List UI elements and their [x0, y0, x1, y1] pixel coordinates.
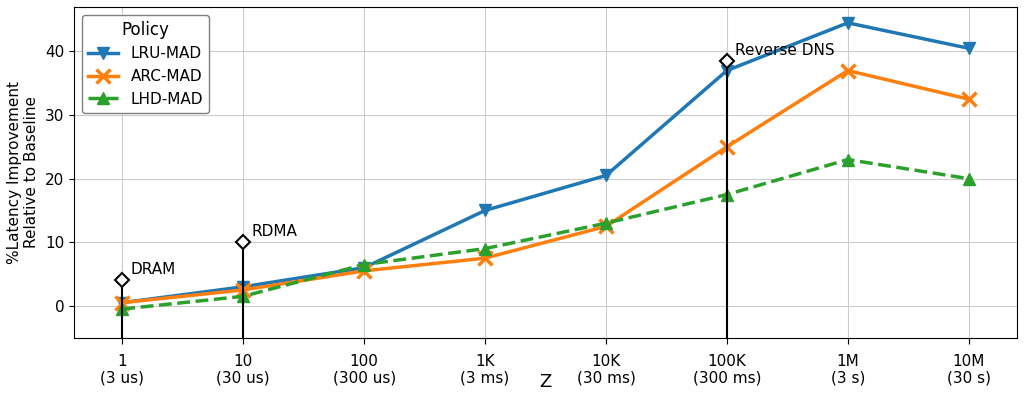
LHD-MAD [238, 294, 250, 298]
LRU-MAD [842, 20, 854, 25]
Text: (30 s): (30 s) [947, 371, 990, 386]
Text: (30 us): (30 us) [216, 371, 270, 386]
Text: 10K: 10K [591, 353, 621, 369]
Text: 10M: 10M [952, 353, 985, 369]
LHD-MAD [721, 192, 733, 197]
LRU-MAD [600, 173, 612, 178]
Line: LHD-MAD: LHD-MAD [116, 153, 975, 315]
ARC-MAD [842, 68, 854, 73]
LHD-MAD [600, 221, 612, 226]
Line: ARC-MAD: ARC-MAD [116, 64, 976, 310]
LHD-MAD [116, 306, 128, 311]
ARC-MAD [963, 97, 975, 101]
Text: 10: 10 [233, 353, 253, 369]
ARC-MAD [116, 300, 128, 305]
Text: Reverse DNS: Reverse DNS [735, 43, 835, 58]
ARC-MAD [238, 287, 250, 292]
Text: (3 us): (3 us) [100, 371, 144, 386]
LRU-MAD [358, 265, 371, 270]
Text: 1: 1 [118, 353, 127, 369]
LHD-MAD [479, 246, 492, 251]
Text: (300 ms): (300 ms) [692, 371, 761, 386]
Text: (3 ms): (3 ms) [461, 371, 510, 386]
LHD-MAD [963, 176, 975, 181]
LRU-MAD [721, 68, 733, 73]
Text: RDMA: RDMA [252, 224, 298, 239]
LHD-MAD [842, 157, 854, 162]
ARC-MAD [358, 269, 371, 273]
Text: 100K: 100K [708, 353, 746, 369]
LHD-MAD [358, 262, 371, 267]
LRU-MAD [116, 300, 128, 305]
Legend: LRU-MAD, ARC-MAD, LHD-MAD: LRU-MAD, ARC-MAD, LHD-MAD [82, 15, 209, 113]
Text: 100: 100 [350, 353, 379, 369]
LRU-MAD [238, 285, 250, 289]
ARC-MAD [479, 256, 492, 261]
X-axis label: Z: Z [540, 373, 552, 391]
LRU-MAD [479, 208, 492, 213]
Line: LRU-MAD: LRU-MAD [116, 17, 975, 309]
LRU-MAD [963, 46, 975, 51]
ARC-MAD [600, 224, 612, 229]
Text: (300 us): (300 us) [333, 371, 396, 386]
Text: 1K: 1K [475, 353, 495, 369]
Text: 1M: 1M [837, 353, 859, 369]
Text: DRAM: DRAM [131, 262, 176, 277]
Text: (3 s): (3 s) [830, 371, 865, 386]
Y-axis label: %Latency Improvement
Relative to Baseline: %Latency Improvement Relative to Baselin… [7, 81, 39, 264]
Text: (30 ms): (30 ms) [577, 371, 636, 386]
ARC-MAD [721, 144, 733, 149]
